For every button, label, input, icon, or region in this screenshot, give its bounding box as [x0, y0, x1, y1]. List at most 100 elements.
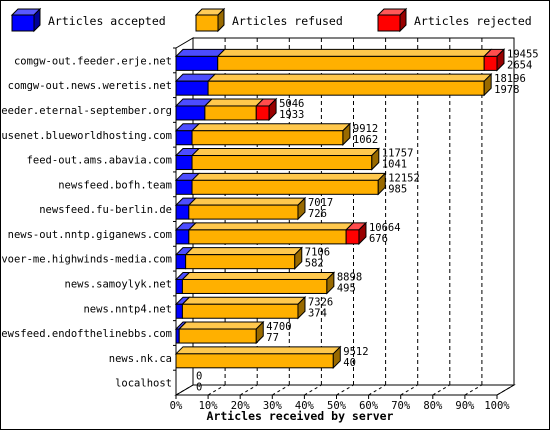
bar-top: [187, 222, 355, 231]
value-label-accepted: 726: [308, 208, 327, 220]
category-label: news.nntp4.net: [83, 303, 172, 315]
bar-segment: [175, 229, 190, 245]
value-label-total: 10664: [369, 222, 401, 234]
bar-segment: [191, 155, 373, 171]
bar-side: [326, 271, 335, 295]
x-tick-label: 80%: [423, 400, 443, 412]
value-label-accepted: 374: [308, 307, 327, 319]
value-label-accepted: 1062: [353, 134, 378, 146]
value-label-total: 7106: [305, 247, 330, 259]
x-tick-label: 60%: [359, 400, 379, 412]
bar-top: [181, 296, 307, 305]
category-label: newsfeed.bofh.team: [58, 179, 172, 191]
bar-segment: [185, 254, 296, 270]
category-label: localhost: [115, 378, 172, 390]
value-label-accepted: 582: [305, 258, 324, 270]
value-label-accepted: 1041: [382, 159, 407, 171]
bar-side: [255, 320, 264, 345]
x-tick-label: 30%: [263, 400, 283, 412]
bar-side: [268, 97, 277, 122]
bar-top: [190, 148, 381, 157]
value-label-total: 19455: [507, 48, 539, 60]
bar-segment: [175, 254, 187, 270]
bar-segment: [178, 328, 257, 344]
value-label-total: 7017: [308, 197, 333, 209]
bar-side: [294, 246, 303, 270]
bar-segment: [181, 278, 328, 294]
value-label-total: 11757: [382, 148, 414, 160]
bar-side: [342, 122, 351, 146]
bar-segment: [175, 179, 193, 195]
value-label-accepted: 40: [343, 357, 356, 369]
bar-segment: [175, 105, 206, 121]
value-label-total: 7326: [308, 296, 333, 308]
category-label: comgw-out.news.weretis.net: [8, 80, 172, 92]
bar-segment: [175, 155, 193, 171]
category-label: comgw-out.feeder.erje.net: [14, 55, 172, 67]
value-label-accepted: 1933: [279, 109, 304, 121]
bar-segment: [191, 179, 379, 195]
bar-top: [203, 98, 265, 107]
value-label-accepted: 0: [196, 382, 202, 394]
x-tick-label: 100%: [484, 400, 510, 412]
orange-cube-icon: [195, 14, 219, 32]
x-tick-label: 40%: [295, 400, 315, 412]
value-label-total: 4700: [266, 321, 291, 333]
bar-side: [332, 345, 341, 370]
bar-side: [297, 196, 306, 221]
bar-side: [483, 72, 492, 97]
x-tick-label: 0%: [170, 400, 183, 412]
bar-side: [297, 296, 306, 320]
bar-segment: [175, 303, 183, 319]
x-tick-label: 70%: [391, 400, 411, 412]
category-label: usenet.blueworldhosting.com: [1, 130, 172, 142]
bar-segment: [175, 204, 190, 220]
x-axis-title: Articles received by server: [207, 409, 394, 423]
value-label-total: 5046: [279, 98, 304, 110]
bar-segment: [345, 229, 360, 245]
bar-segment: [207, 80, 485, 96]
value-label-accepted: 495: [337, 282, 356, 294]
category-label: newsfeed.endofthelinebbs.com: [0, 328, 172, 340]
category-label: news.samoylyk.net: [65, 278, 172, 290]
value-label-total: 0: [196, 371, 202, 383]
x-tick-label: 90%: [455, 400, 475, 412]
category-label: news.nk.ca: [109, 353, 172, 365]
blue-cube-icon: [11, 14, 35, 32]
bar-side: [358, 221, 367, 246]
bar-top: [216, 48, 493, 57]
bar-top: [174, 346, 342, 355]
bar-segment: [175, 278, 183, 294]
value-label-accepted: 77: [266, 332, 279, 344]
category-label: newsfeed.fu-berlin.de: [39, 204, 172, 216]
value-label-accepted: 676: [369, 233, 388, 245]
bar-segment: [191, 130, 344, 146]
bar-side: [371, 147, 380, 171]
bar-segment: [255, 105, 270, 121]
plot-area: 0% 10% 20% 30% 40% 50% 60% 70% 80% 90% 100% comgw-o…: [0, 37, 539, 412]
value-label-total: 8898: [337, 271, 362, 283]
bar-top: [181, 271, 336, 280]
x-tick-label: 50%: [327, 400, 347, 412]
floor: [174, 384, 516, 396]
bar-top: [184, 247, 303, 256]
value-label-total: 9912: [353, 123, 378, 135]
bar-side: [496, 48, 505, 72]
bar-segment: [483, 55, 498, 71]
value-label-accepted: 1978: [494, 84, 519, 96]
legend: Articles accepted Articles refused Article…: [10, 7, 532, 33]
bar-segment: [181, 303, 299, 319]
bar-segment: [204, 105, 257, 121]
value-label-total: 9512: [343, 346, 368, 358]
bar-segment: [175, 353, 334, 369]
legend-label: Articles accepted: [48, 14, 166, 28]
bar-top: [187, 197, 307, 206]
bar-top: [178, 321, 265, 330]
x-tick-label: 10%: [199, 400, 219, 412]
category-label: feeder.eternal-september.org: [0, 105, 172, 117]
bar-top: [174, 48, 226, 57]
bar-top: [190, 123, 352, 132]
x-tick-label: 20%: [231, 400, 251, 412]
